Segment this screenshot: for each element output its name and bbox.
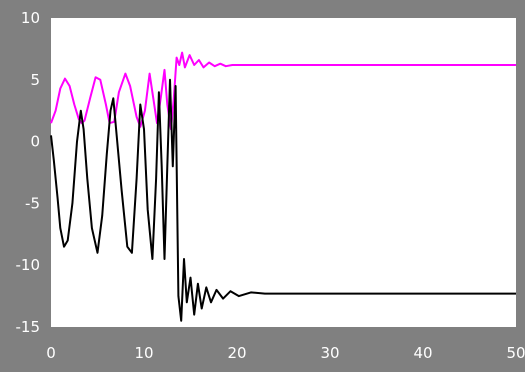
x-tick-label: 10 [134,344,153,362]
y-tick-label: 5 [30,71,40,89]
y-tick-label: -5 [25,194,40,212]
x-tick-label: 40 [413,344,432,362]
y-tick-label: -15 [16,318,41,336]
x-tick-label: 30 [320,344,339,362]
x-axis-ticks: 0 10 20 30 40 50 [46,344,525,362]
y-tick-label: 10 [21,9,40,27]
plot-area [51,18,516,327]
series-line-2 [50,78,516,322]
y-axis-ticks: 10 5 0 -5 -10 -15 [16,9,41,336]
x-tick-label: 50 [506,344,525,362]
series-line-1 [50,51,516,131]
y-tick-label: -10 [16,256,41,274]
x-tick-label: 0 [46,344,56,362]
y-tick-label: 0 [30,133,40,151]
x-tick-label: 20 [227,344,246,362]
series-layer [50,51,516,322]
